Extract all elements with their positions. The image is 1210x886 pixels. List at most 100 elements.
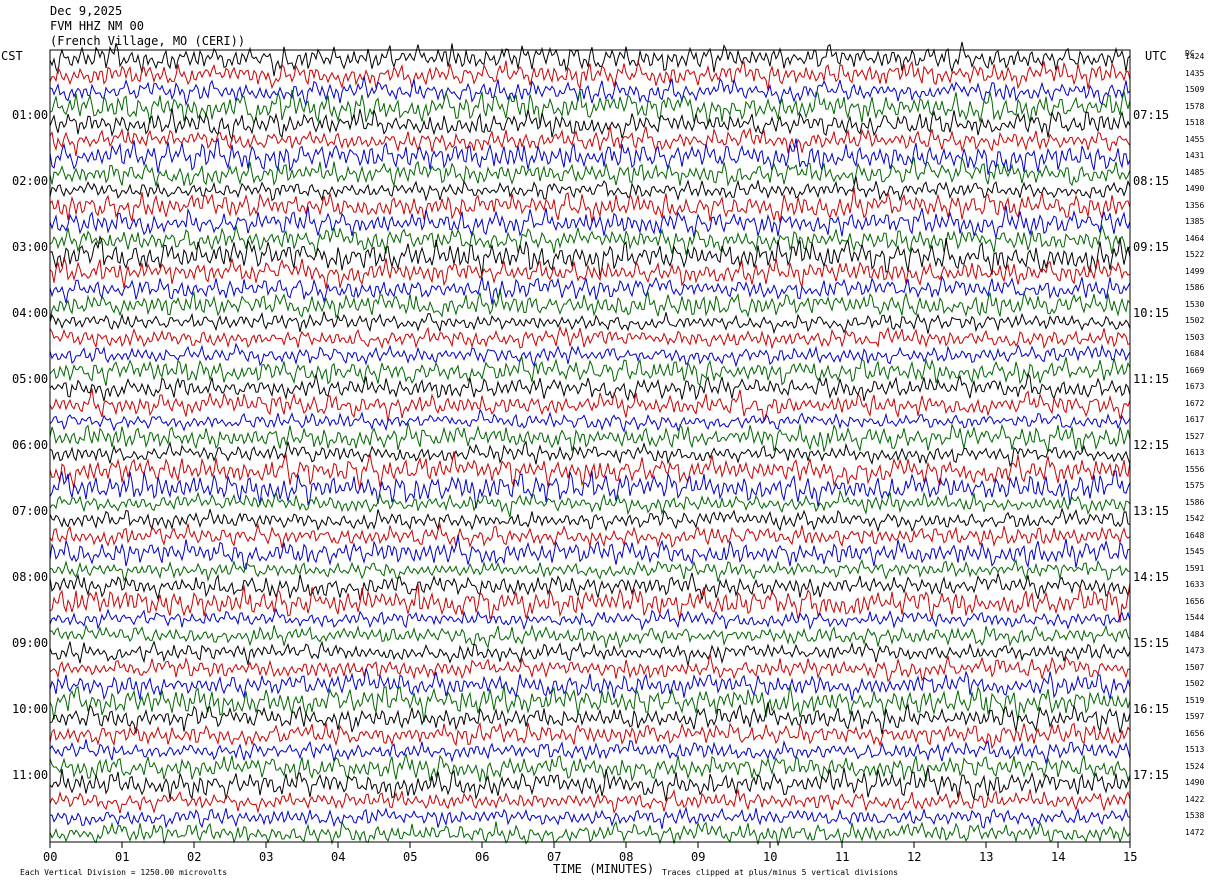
seismic-trace — [50, 558, 1131, 583]
dc-value: 1513 — [1185, 745, 1205, 755]
seismic-trace — [49, 89, 1131, 126]
seismic-trace — [49, 311, 1131, 335]
trace-group — [49, 41, 1131, 846]
dc-value: 1422 — [1185, 794, 1205, 804]
dc-value: 1435 — [1185, 68, 1205, 78]
x-axis-ticks — [49, 842, 1131, 848]
seismic-trace — [49, 357, 1131, 387]
left-time-label: 11:00 — [12, 768, 49, 782]
seismic-trace — [49, 288, 1131, 320]
plot-frame — [49, 49, 1131, 843]
dc-value: 1591 — [1185, 563, 1205, 573]
seismic-trace — [49, 76, 1131, 107]
dc-title: DC — [1185, 49, 1195, 58]
seismic-trace — [49, 275, 1131, 305]
seismic-trace — [49, 422, 1131, 452]
left-time-label: 03:00 — [12, 240, 49, 254]
seismic-trace — [49, 157, 1131, 188]
x-tick-label: 12 — [907, 850, 922, 864]
x-tick-label: 07 — [547, 850, 562, 864]
dc-value: 1519 — [1185, 695, 1205, 705]
dc-value: 1490 — [1185, 184, 1205, 194]
seismic-trace — [49, 342, 1131, 368]
clip-note: Traces clipped at plus/minus 5 vertical … — [662, 868, 899, 877]
right-time-label: 13:15 — [1133, 504, 1170, 518]
dc-value: 1556 — [1185, 464, 1205, 474]
dc-value: 1648 — [1185, 530, 1205, 540]
right-time-label: 14:15 — [1133, 570, 1170, 584]
seismic-trace — [49, 451, 1131, 490]
dc-value: 1530 — [1185, 299, 1205, 309]
seismic-trace — [49, 176, 1131, 202]
dc-value: 1656 — [1185, 728, 1205, 738]
dc-value: 1672 — [1185, 398, 1205, 408]
dc-value: 1578 — [1185, 101, 1205, 111]
seismic-trace — [49, 257, 1131, 289]
dc-value: 1524 — [1185, 761, 1205, 771]
dc-value: 1586 — [1185, 283, 1205, 293]
x-tick-label: 05 — [403, 850, 418, 864]
dc-value: 1545 — [1185, 547, 1205, 557]
seismic-trace — [49, 489, 1131, 518]
left-time-label: 04:00 — [12, 306, 49, 320]
header-station: FVM HHZ NM 00 — [50, 19, 144, 33]
header-date: Dec 9,2025 — [50, 4, 123, 18]
dc-value: 1385 — [1185, 217, 1205, 227]
x-tick-label: 11 — [835, 850, 850, 864]
dc-value: 1684 — [1185, 349, 1205, 359]
left-time-label: 02:00 — [12, 174, 49, 188]
x-tick-label: 09 — [691, 850, 706, 864]
seismic-trace — [49, 223, 1131, 257]
seismic-trace — [49, 702, 1131, 735]
seismic-trace — [49, 788, 1131, 814]
dc-value: 1455 — [1185, 134, 1205, 144]
x-tick-label: 13 — [979, 850, 994, 864]
left-time-label: 10:00 — [12, 702, 49, 716]
x-axis-label: TIME (MINUTES) — [553, 862, 655, 876]
dc-value: 1424 — [1185, 52, 1205, 62]
seismic-trace — [49, 739, 1131, 765]
dc-value: 1484 — [1185, 629, 1205, 639]
dc-value: 1673 — [1185, 382, 1205, 392]
dc-value: 1356 — [1185, 200, 1205, 210]
seismic-trace — [49, 107, 1131, 142]
left-time-label: 09:00 — [12, 636, 49, 650]
right-time-label: 11:15 — [1133, 372, 1170, 386]
x-tick-label: 00 — [43, 850, 58, 864]
left-time-label: 05:00 — [12, 372, 49, 386]
right-time-label: 17:15 — [1133, 768, 1170, 782]
seismic-trace — [49, 624, 1131, 650]
dc-value: 1542 — [1185, 514, 1205, 524]
dc-value: 1490 — [1185, 778, 1205, 788]
right-time-label: 12:15 — [1133, 438, 1170, 452]
seismic-trace — [49, 668, 1131, 701]
seismic-trace — [49, 59, 1131, 91]
dc-value: 1617 — [1185, 415, 1205, 425]
dc-value: 1518 — [1185, 118, 1205, 128]
seismic-trace — [49, 408, 1131, 433]
dc-value: 1485 — [1185, 167, 1205, 177]
seismic-trace — [49, 653, 1131, 683]
dc-value: 1509 — [1185, 85, 1205, 95]
dc-value: 1502 — [1185, 679, 1205, 689]
seismic-trace — [49, 806, 1131, 829]
scale-note: Each Vertical Division = 1250.00 microvo… — [20, 868, 228, 877]
seismic-trace — [49, 753, 1131, 783]
seismic-trace — [49, 41, 1131, 77]
left-time-label: 01:00 — [12, 108, 49, 122]
seismic-trace — [49, 607, 1131, 632]
x-tick-label: 06 — [475, 850, 490, 864]
seismic-trace — [49, 582, 1131, 623]
x-tick-label: 15 — [1123, 850, 1138, 864]
seismic-trace — [49, 820, 1131, 846]
x-tick-label: 02 — [187, 850, 202, 864]
seismic-trace — [49, 470, 1131, 509]
header-location: (French Village, MO (CERI)) — [50, 34, 246, 48]
dc-value: 1431 — [1185, 151, 1205, 161]
left-time-label: 07:00 — [12, 504, 49, 518]
dc-value: 1538 — [1185, 811, 1205, 821]
dc-value: 1499 — [1185, 266, 1205, 276]
seismic-trace — [49, 187, 1131, 224]
dc-value: 1633 — [1185, 580, 1205, 590]
